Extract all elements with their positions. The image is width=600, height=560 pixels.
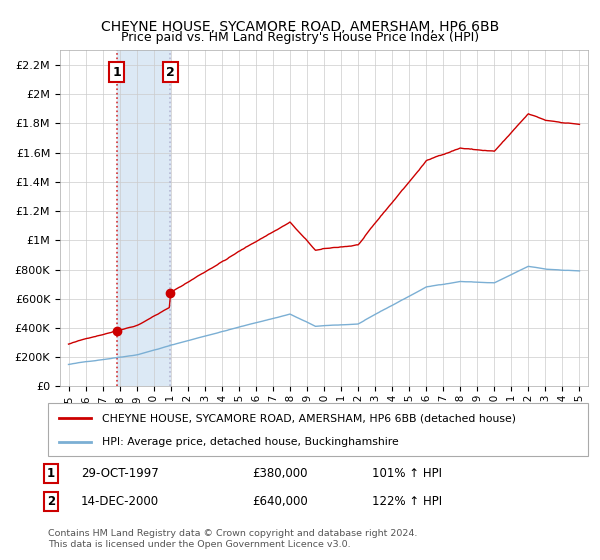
- Text: 1: 1: [112, 66, 121, 78]
- Text: Contains HM Land Registry data © Crown copyright and database right 2024.
This d: Contains HM Land Registry data © Crown c…: [48, 529, 418, 549]
- Bar: [117, 50, 170, 386]
- Text: CHEYNE HOUSE, SYCAMORE ROAD, AMERSHAM, HP6 6BB: CHEYNE HOUSE, SYCAMORE ROAD, AMERSHAM, H…: [101, 20, 499, 34]
- Text: 29-OCT-1997: 29-OCT-1997: [81, 466, 159, 480]
- Text: CHEYNE HOUSE, SYCAMORE ROAD, AMERSHAM, HP6 6BB (detached house): CHEYNE HOUSE, SYCAMORE ROAD, AMERSHAM, H…: [102, 413, 516, 423]
- Text: 2: 2: [166, 66, 175, 78]
- Text: £640,000: £640,000: [252, 494, 308, 508]
- Text: 14-DEC-2000: 14-DEC-2000: [81, 494, 159, 508]
- Text: 2: 2: [47, 494, 55, 508]
- Text: 1: 1: [47, 466, 55, 480]
- Text: Price paid vs. HM Land Registry's House Price Index (HPI): Price paid vs. HM Land Registry's House …: [121, 31, 479, 44]
- Text: 122% ↑ HPI: 122% ↑ HPI: [372, 494, 442, 508]
- Text: £380,000: £380,000: [252, 466, 308, 480]
- FancyBboxPatch shape: [48, 403, 588, 456]
- Text: 101% ↑ HPI: 101% ↑ HPI: [372, 466, 442, 480]
- Text: HPI: Average price, detached house, Buckinghamshire: HPI: Average price, detached house, Buck…: [102, 436, 399, 446]
